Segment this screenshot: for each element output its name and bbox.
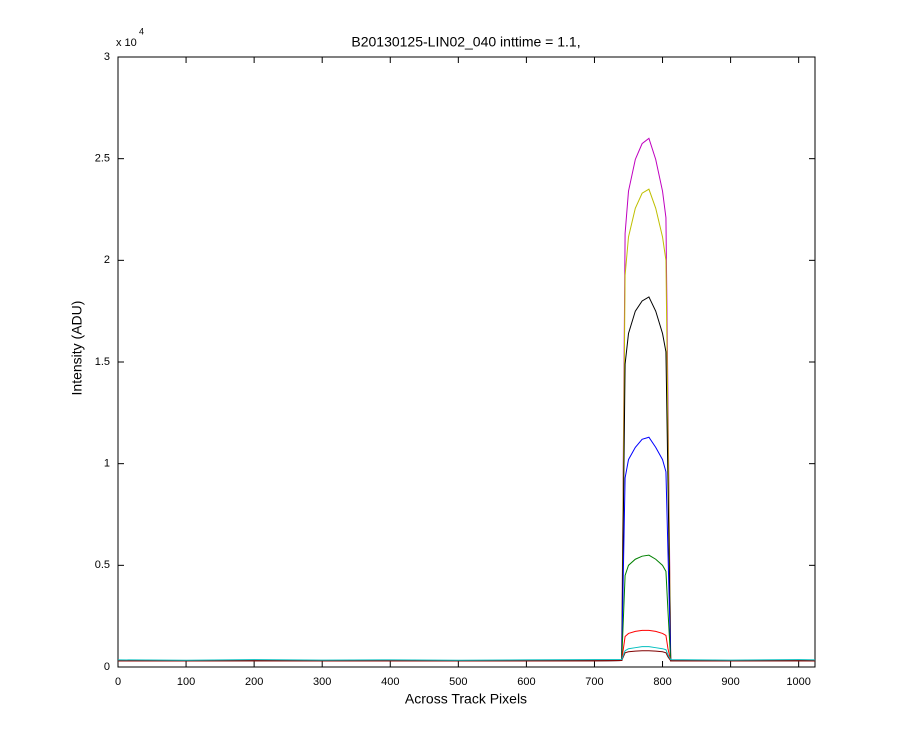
- x-tick-label: 400: [381, 676, 399, 688]
- y-scale-label: x 10: [116, 37, 137, 49]
- axes-box: [117, 56, 816, 668]
- y-tick-label: 1: [104, 458, 110, 470]
- y-tick-label: 0: [104, 661, 110, 673]
- x-tick-label: 800: [653, 676, 671, 688]
- x-axis-label: Across Track Pixels: [405, 691, 527, 707]
- y-axis-label: Intensity (ADU): [69, 301, 85, 396]
- x-tick-label: 500: [449, 676, 467, 688]
- x-tick-label: 300: [313, 676, 331, 688]
- data-line: [118, 650, 816, 662]
- y-tick-label: 2.5: [95, 153, 110, 165]
- chart-title: B20130125-LIN02_040 inttime = 1.1,: [351, 34, 580, 50]
- x-tick-label: 700: [585, 676, 603, 688]
- y-tick-label: 1.5: [95, 356, 110, 368]
- x-tick-label: 1000: [786, 676, 810, 688]
- y-tick-label: 3: [104, 51, 110, 63]
- x-tick-label: 100: [177, 676, 195, 688]
- data-line: [117, 646, 816, 661]
- x-tick-label: 900: [721, 676, 739, 688]
- y-scale-exponent: 4: [139, 26, 144, 36]
- y-tick-label: 2: [104, 254, 110, 266]
- x-tick-label: 200: [245, 676, 263, 688]
- x-tick-label: 600: [517, 676, 535, 688]
- x-tick-label: 0: [115, 676, 121, 688]
- y-tick-label: 0.5: [95, 559, 110, 571]
